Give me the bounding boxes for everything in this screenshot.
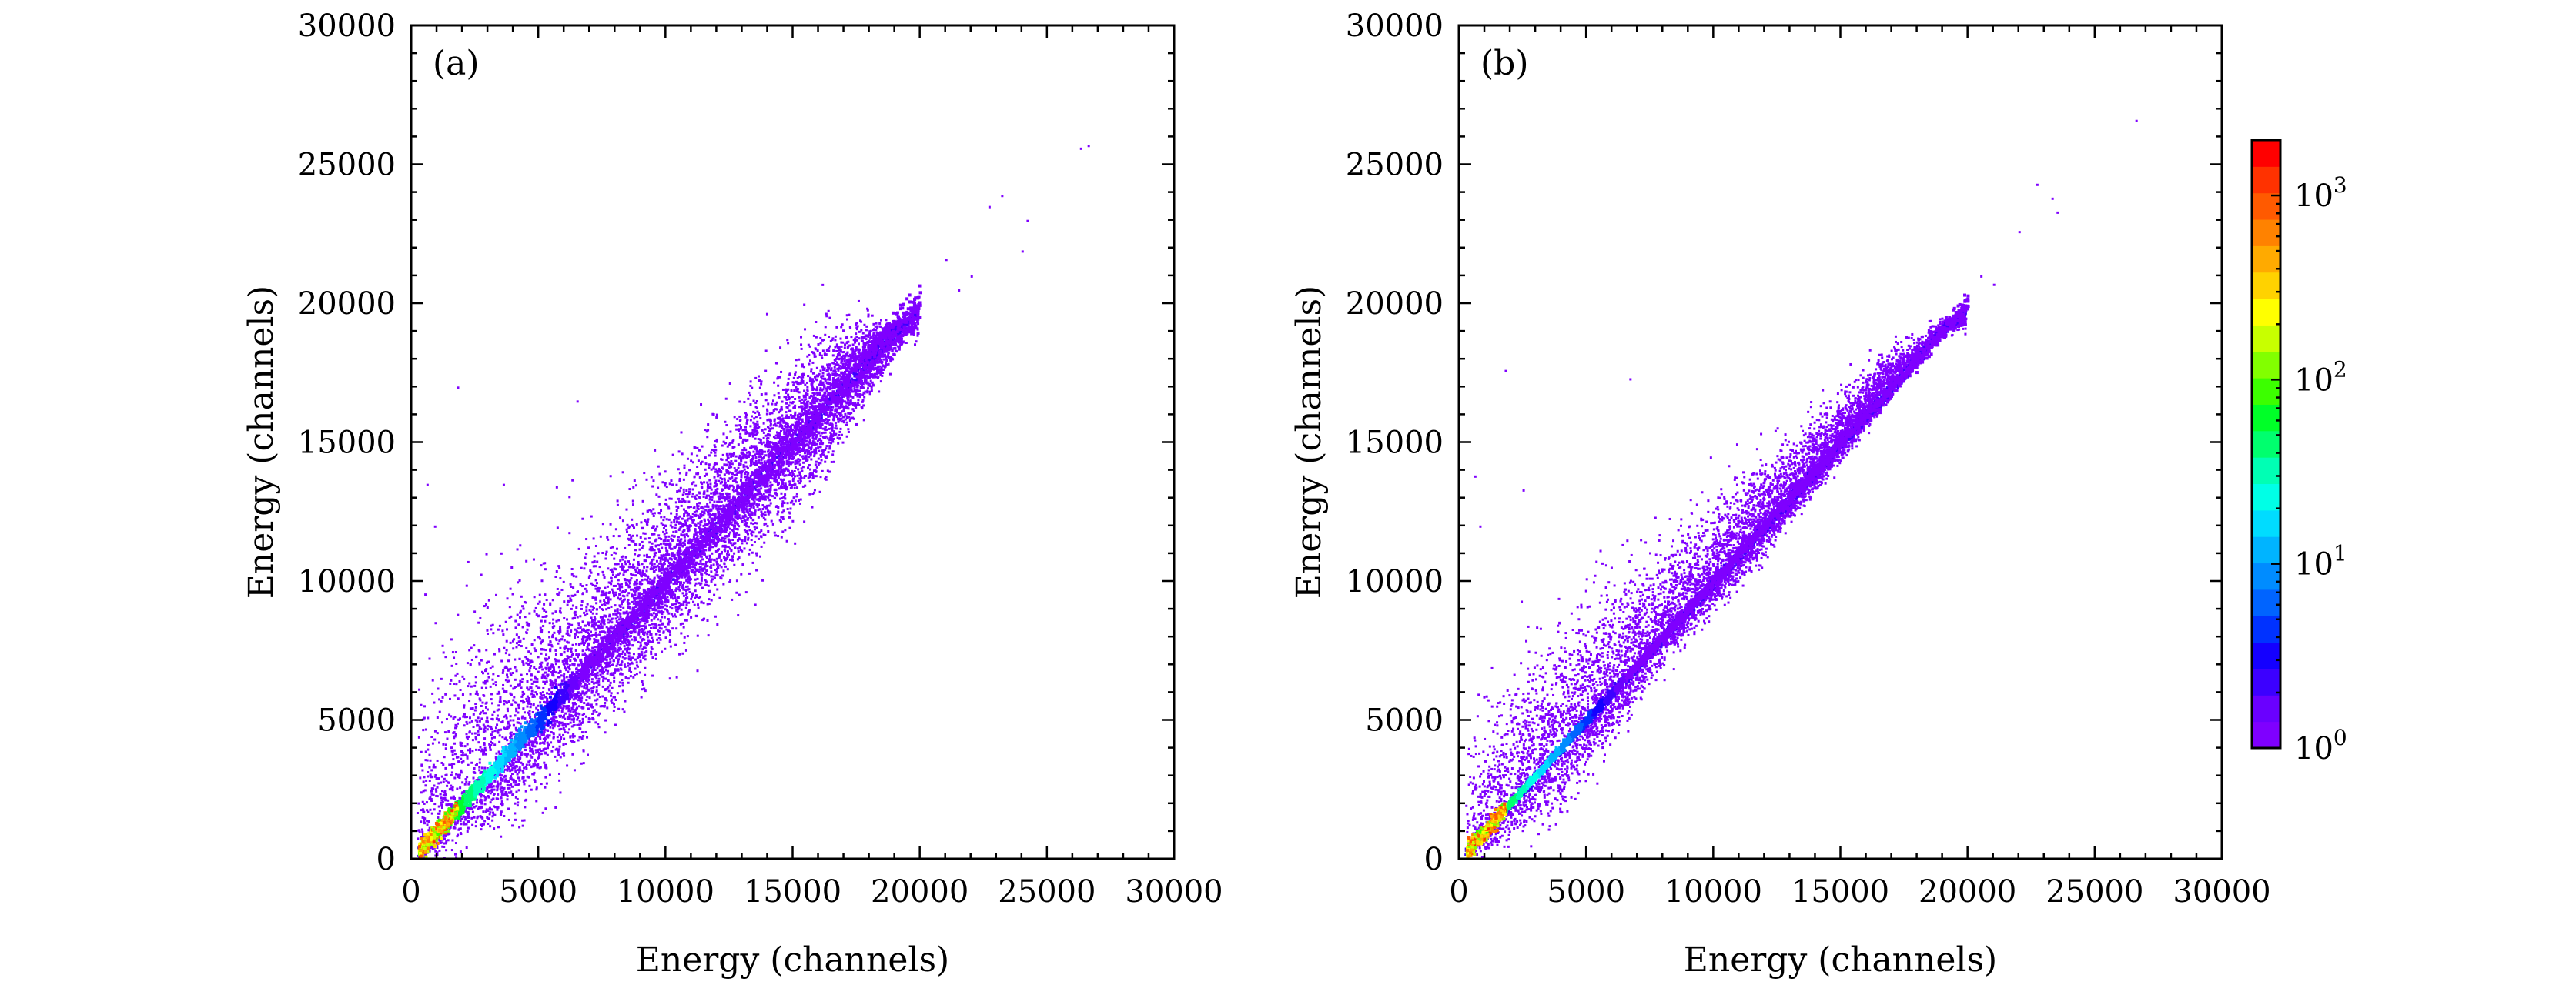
colorbar-segment bbox=[2252, 378, 2280, 405]
x-tick-label: 5000 bbox=[499, 874, 577, 910]
y-tick-label: 15000 bbox=[298, 426, 396, 461]
y-tick-label: 30000 bbox=[298, 8, 396, 44]
outlier-point bbox=[1474, 475, 1477, 478]
y-tick-label: 10000 bbox=[1346, 564, 1444, 599]
outlier-point bbox=[433, 525, 437, 528]
panel-a: 0 5000 10000 15000 20000 25000 30000 0 5000 10000… bbox=[242, 8, 1223, 980]
scatter-density bbox=[416, 145, 1090, 859]
outlier-point bbox=[945, 259, 948, 262]
colorbar-segment bbox=[2252, 616, 2280, 643]
colorbar-frame bbox=[2250, 139, 2282, 750]
x-tick-label: 25000 bbox=[998, 874, 1096, 910]
outlier-point bbox=[2018, 231, 2021, 234]
x-tick-label: 20000 bbox=[1919, 874, 2016, 910]
outlier-point bbox=[1079, 147, 1082, 150]
colorbar-segment bbox=[2252, 219, 2280, 246]
outlier-point bbox=[1992, 283, 1996, 286]
colorbar-segment bbox=[2252, 404, 2280, 432]
y-axis-title: Energy (channels) bbox=[242, 285, 281, 599]
colorbar: 100 101 102 103 bbox=[2250, 139, 2347, 766]
outlier-point bbox=[1021, 250, 1024, 253]
outlier-point bbox=[1522, 489, 1525, 492]
outlier-point bbox=[1479, 525, 1482, 528]
x-tick-label: 15000 bbox=[1791, 874, 1889, 910]
x-tick-label: 30000 bbox=[1125, 874, 1223, 910]
colorbar-segment bbox=[2252, 589, 2280, 616]
y-tick-label: 20000 bbox=[298, 286, 396, 322]
colorbar-segment bbox=[2252, 299, 2280, 326]
colorbar-segment bbox=[2252, 430, 2280, 458]
outlier-point bbox=[1087, 145, 1090, 148]
x-tick-label: 0 bbox=[1449, 874, 1468, 910]
colorbar-segment bbox=[2252, 192, 2280, 220]
y-tick-label: 10000 bbox=[298, 564, 396, 599]
colorbar-tick-label: 100 bbox=[2294, 725, 2347, 766]
y-tick-label: 20000 bbox=[1346, 286, 1444, 322]
colorbar-tick-label: 101 bbox=[2294, 541, 2347, 583]
x-axis-title: Energy (channels) bbox=[1684, 940, 1997, 980]
y-tick-label: 25000 bbox=[1346, 148, 1444, 183]
x-tick-label: 5000 bbox=[1547, 874, 1625, 910]
colorbar-segment bbox=[2252, 245, 2280, 273]
x-tick-label: 10000 bbox=[617, 874, 714, 910]
y-tick-label: 25000 bbox=[298, 148, 396, 183]
y-axis-title: Energy (channels) bbox=[1290, 285, 1329, 599]
x-tick-label: 15000 bbox=[744, 874, 841, 910]
colorbar-segment bbox=[2252, 563, 2280, 590]
outlier-point bbox=[502, 483, 505, 486]
outlier-point bbox=[457, 386, 460, 389]
scatter-density bbox=[1464, 119, 2138, 859]
y-tick-label: 0 bbox=[1424, 842, 1444, 877]
outlier-point bbox=[970, 275, 973, 278]
outlier-point bbox=[1026, 219, 1029, 222]
colorbar-segment bbox=[2252, 642, 2280, 669]
x-tick-label: 20000 bbox=[871, 874, 969, 910]
panel-label: (b) bbox=[1480, 44, 1529, 83]
colorbar-segment bbox=[2252, 140, 2280, 167]
outlier-point bbox=[1980, 275, 1983, 278]
x-tick-label: 10000 bbox=[1664, 874, 1762, 910]
colorbar-segment bbox=[2252, 351, 2280, 379]
outlier-point bbox=[576, 400, 579, 403]
x-axis-title: Energy (channels) bbox=[636, 940, 949, 980]
colorbar-tick-label: 103 bbox=[2294, 172, 2347, 214]
y-tick-label: 5000 bbox=[1365, 703, 1444, 739]
outlier-point bbox=[2051, 197, 2054, 200]
y-tick-label: 30000 bbox=[1346, 8, 1444, 44]
colorbar-segment bbox=[2252, 668, 2280, 696]
outlier-point bbox=[988, 205, 991, 209]
colorbar-segment bbox=[2252, 721, 2280, 749]
colorbar-segment bbox=[2252, 536, 2280, 564]
y-tick-label: 15000 bbox=[1346, 426, 1444, 461]
outlier-point bbox=[2056, 211, 2059, 214]
outlier-point bbox=[1001, 195, 1004, 198]
outlier-point bbox=[958, 289, 961, 292]
colorbar-segment bbox=[2252, 483, 2280, 511]
outlier-point bbox=[1504, 369, 1507, 372]
colorbar-segment bbox=[2252, 695, 2280, 723]
panel-label: (a) bbox=[433, 44, 480, 83]
y-tick-label: 5000 bbox=[317, 703, 396, 739]
x-tick-label: 0 bbox=[401, 874, 420, 910]
panel-b: 0 5000 10000 15000 20000 25000 30000 0 5000 10000… bbox=[1290, 8, 2271, 980]
x-tick-label: 30000 bbox=[2173, 874, 2270, 910]
x-tick-label: 25000 bbox=[2046, 874, 2143, 910]
colorbar-segment bbox=[2252, 509, 2280, 537]
outlier-point bbox=[2135, 119, 2138, 122]
outlier-point bbox=[1629, 378, 1632, 381]
y-tick-label: 0 bbox=[376, 842, 396, 877]
colorbar-segment bbox=[2252, 166, 2280, 194]
outlier-point bbox=[426, 483, 429, 486]
panels: 0 5000 10000 15000 20000 25000 30000 0 5000 10000… bbox=[242, 8, 2271, 980]
outlier-point bbox=[2036, 183, 2039, 186]
colorbar-tick-label: 102 bbox=[2294, 356, 2347, 398]
colorbar-segment bbox=[2252, 457, 2280, 485]
colorbar-segment bbox=[2252, 272, 2280, 299]
colorbar-segment bbox=[2252, 325, 2280, 352]
